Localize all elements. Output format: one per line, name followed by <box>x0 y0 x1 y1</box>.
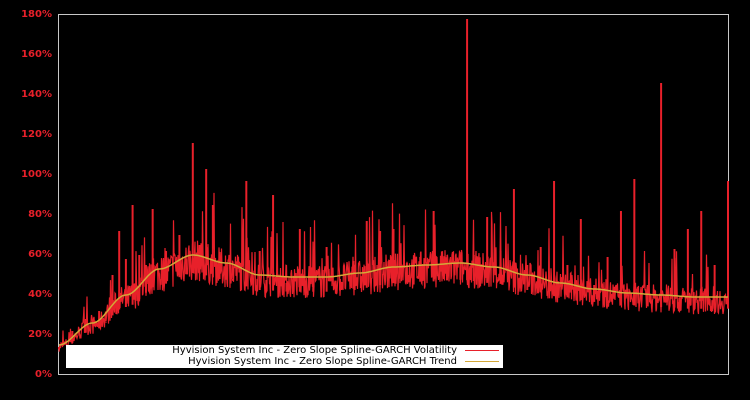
volatility-series <box>58 19 729 352</box>
y-tick-label: 0% <box>35 369 52 380</box>
legend-label: Hyvision System Inc - Zero Slope Spline-… <box>188 356 457 367</box>
legend-swatch-red <box>465 350 499 351</box>
y-tick-label: 20% <box>28 329 52 340</box>
legend-item-volatility: Hyvision System Inc - Zero Slope Spline-… <box>172 345 503 356</box>
y-tick-label: 80% <box>28 209 52 220</box>
y-tick-label: 40% <box>28 289 52 300</box>
legend: Hyvision System Inc - Zero Slope Spline-… <box>66 345 503 368</box>
y-tick-label: 60% <box>28 249 52 260</box>
y-tick-label: 140% <box>21 89 52 100</box>
trend-series <box>58 254 728 346</box>
plot-area-frame <box>58 14 729 375</box>
y-tick-label: 100% <box>21 169 52 180</box>
y-tick-label: 160% <box>21 49 52 60</box>
legend-label: Hyvision System Inc - Zero Slope Spline-… <box>172 345 457 356</box>
legend-swatch-gold <box>465 361 499 362</box>
y-tick-label: 180% <box>21 9 52 20</box>
legend-item-trend: Hyvision System Inc - Zero Slope Spline-… <box>188 356 503 367</box>
y-tick-label: 120% <box>21 129 52 140</box>
